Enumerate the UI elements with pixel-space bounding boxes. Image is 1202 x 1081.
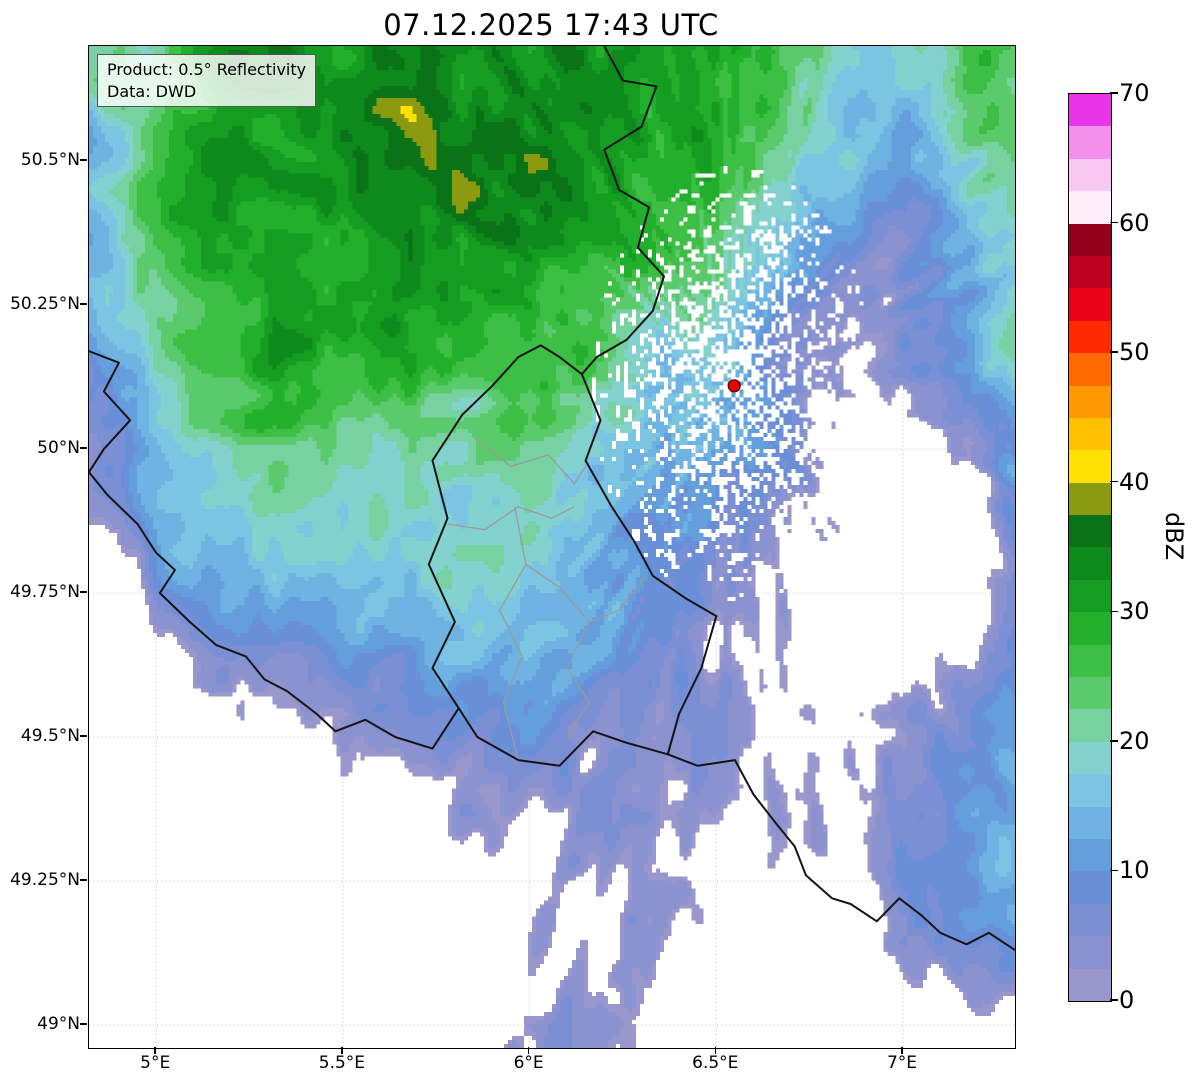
colorbar-band: [1069, 482, 1111, 516]
colorbar-band: [1069, 223, 1111, 256]
colorbar-band: [1069, 677, 1111, 710]
x-axis-tick-label: 5°E: [140, 1053, 171, 1073]
colorbar-band: [1069, 968, 1111, 1001]
colorbar-tick-mark: [1110, 480, 1118, 483]
colorbar-band: [1069, 515, 1111, 548]
x-axis-tick-mark: [901, 1047, 903, 1054]
district-border: [525, 563, 590, 738]
colorbar-band: [1069, 579, 1111, 613]
colorbar-band: [1069, 806, 1111, 839]
district-border: [499, 506, 527, 761]
colorbar-tick-label: 0: [1119, 986, 1135, 1014]
radar-field-canvas: [89, 46, 1015, 1048]
y-axis-tick-label: 49°N: [37, 1013, 80, 1034]
district-border: [473, 437, 587, 485]
colorbar-tick-mark: [1110, 740, 1118, 742]
y-axis-tick-label: 49.5°N: [20, 726, 80, 747]
data-source-line: Data: DWD: [107, 81, 197, 101]
x-axis-tick-mark: [527, 1047, 530, 1054]
colorbar-tick-mark: [1110, 221, 1118, 224]
x-axis-tick-mark: [341, 1047, 343, 1054]
plot-area: Product: 0.5° Reflectivity Data: DWD: [88, 45, 1016, 1049]
colorbar-band: [1069, 903, 1111, 937]
colorbar-band: [1069, 255, 1111, 289]
chart-title: 07.12.2025 17:43 UTC: [383, 8, 719, 42]
colorbar-band: [1069, 612, 1111, 645]
colorbar-tick-label: 40: [1119, 467, 1150, 496]
colorbar-band: [1069, 774, 1111, 807]
colorbar-band: [1069, 547, 1111, 580]
colorbar-tick-mark: [1110, 92, 1118, 94]
colorbar-tick-label: 70: [1119, 79, 1150, 107]
colorbar-tick-mark: [1110, 610, 1118, 613]
colorbar-band: [1069, 288, 1111, 321]
country-border: [89, 350, 460, 750]
y-axis-tick-mark: [80, 159, 87, 161]
colorbar-tick-label: 20: [1119, 726, 1150, 755]
country-border: [427, 344, 718, 767]
product-line: Product: 0.5° Reflectivity: [107, 60, 307, 79]
colorbar-tick-label: 50: [1119, 338, 1150, 367]
colorbar-tick-label: 30: [1119, 597, 1150, 626]
x-axis-tick-label: 6.5°E: [692, 1053, 739, 1073]
colorbar-band: [1069, 126, 1111, 159]
x-axis-tick-label: 6°E: [513, 1053, 544, 1073]
x-axis-tick-mark: [714, 1047, 717, 1054]
colorbar-band: [1069, 450, 1111, 483]
y-axis-tick-label: 50.25°N: [10, 294, 80, 315]
colorbar-band: [1069, 936, 1111, 969]
colorbar-tick-label: 10: [1119, 856, 1150, 885]
radar-site-marker: [727, 379, 741, 393]
colorbar-band: [1069, 417, 1111, 451]
colorbar-tick-label: 60: [1119, 208, 1150, 237]
colorbar-band: [1069, 320, 1111, 354]
colorbar-band: [1069, 709, 1111, 742]
colorbar-bands: [1069, 94, 1111, 1001]
y-axis-tick-label: 49.25°N: [10, 870, 80, 890]
x-axis-tick-label: 7°E: [886, 1053, 917, 1073]
product-info-box: Product: 0.5° Reflectivity Data: DWD: [97, 54, 317, 108]
country-border: [667, 753, 1015, 951]
colorbar-band: [1069, 741, 1111, 775]
y-axis-tick-mark: [80, 303, 87, 305]
y-axis-tick-mark: [80, 447, 87, 449]
y-axis-tick-mark: [80, 591, 87, 593]
x-axis-tick-label: 5.5°E: [318, 1053, 366, 1073]
colorbar-band: [1069, 644, 1111, 678]
y-axis-tick-label: 49.75°N: [10, 582, 80, 603]
y-axis-tick-mark: [80, 735, 87, 737]
colorbar-band: [1069, 158, 1111, 192]
colorbar-tick-mark: [1110, 869, 1118, 872]
country-border: [581, 46, 665, 375]
colorbar-band: [1069, 94, 1111, 127]
colorbar-band: [1069, 838, 1111, 872]
colorbar: [1068, 93, 1112, 1002]
y-axis-tick-mark: [80, 879, 87, 881]
y-axis-tick-label: 50.5°N: [20, 150, 80, 171]
colorbar-label: dBZ: [1160, 512, 1188, 561]
overlay-layer: [89, 46, 1015, 951]
colorbar-band: [1069, 871, 1111, 904]
colorbar-tick-mark: [1110, 351, 1118, 353]
colorbar-band: [1069, 353, 1111, 386]
district-border: [589, 575, 646, 623]
x-axis-tick-mark: [154, 1047, 156, 1054]
y-axis-tick-mark: [80, 1023, 87, 1025]
colorbar-band: [1069, 385, 1111, 418]
colorbar-tick-mark: [1110, 999, 1118, 1001]
y-axis-tick-label: 50°N: [37, 438, 80, 459]
colorbar-band: [1069, 191, 1111, 224]
district-border: [447, 506, 575, 531]
